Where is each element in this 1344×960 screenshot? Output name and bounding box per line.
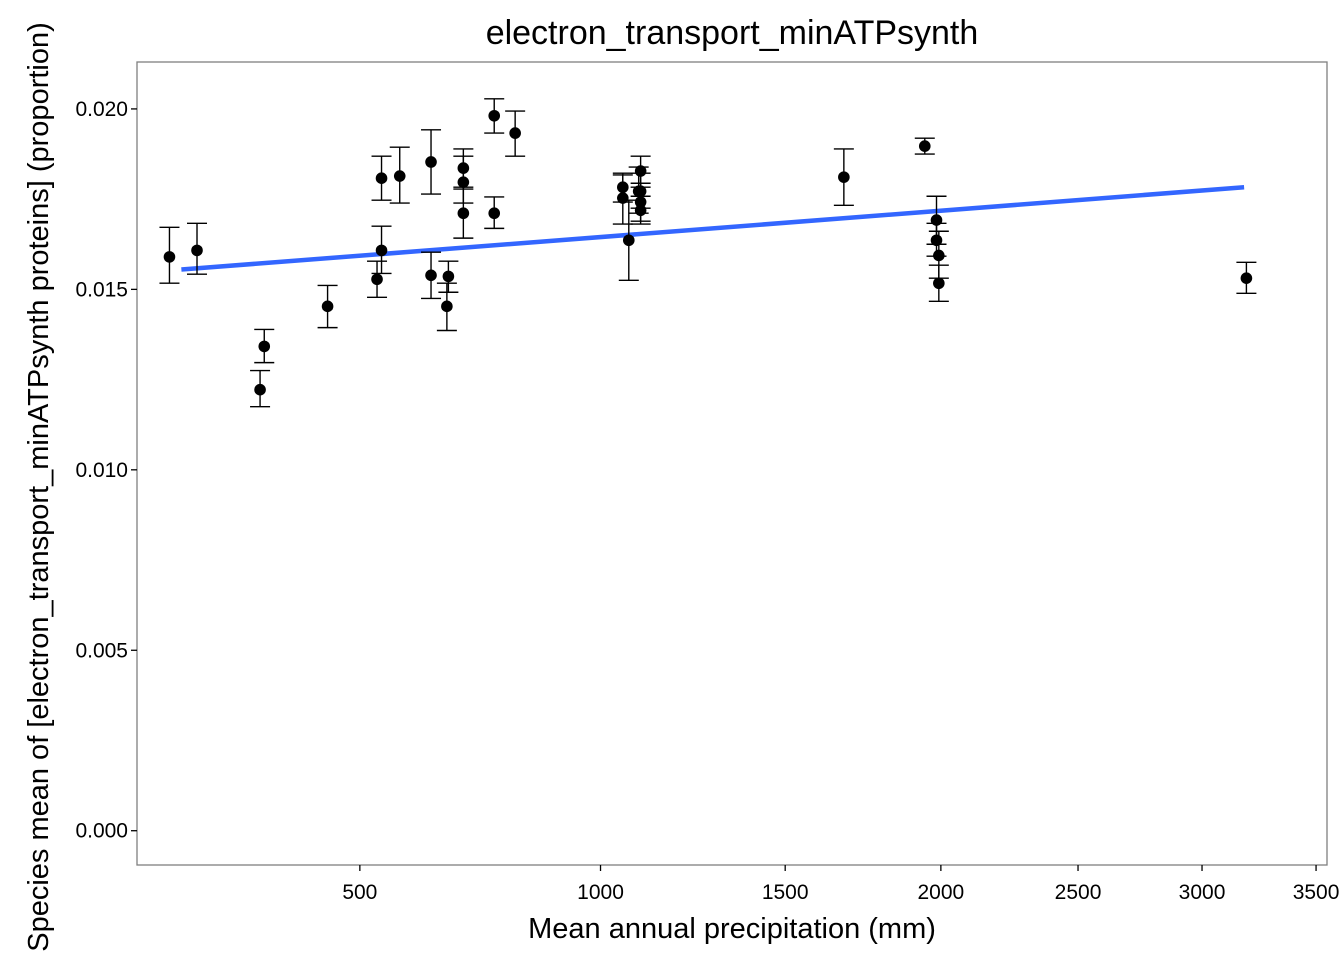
data-point — [321, 300, 334, 313]
data-point — [930, 234, 943, 247]
x-tick-label: 2500 — [1055, 881, 1102, 904]
data-point — [509, 127, 521, 139]
data-point — [1240, 272, 1253, 284]
data-point — [258, 340, 271, 353]
x-axis: 500 1000 1500 2000 2500 3000 3500 — [342, 865, 1339, 904]
data-point — [254, 383, 266, 396]
data-point — [617, 192, 629, 204]
data-points — [163, 109, 1253, 396]
data-point — [191, 244, 203, 257]
data-point — [622, 234, 635, 247]
y-tick-label: 0.005 — [75, 639, 128, 662]
y-tick-label: 0.015 — [75, 278, 128, 301]
x-tick-label: 2000 — [918, 881, 965, 904]
data-point — [634, 185, 647, 198]
data-point — [918, 140, 931, 152]
chart-title: electron_transport_minATPsynth — [486, 14, 979, 52]
y-axis-title: Species mean of [electron_transport_minA… — [23, 22, 55, 952]
plot-panel — [136, 61, 1328, 866]
x-tick-label: 3500 — [1293, 881, 1340, 904]
x-axis-title: Mean annual precipitation (mm) — [528, 913, 936, 945]
y-tick-label: 0.020 — [75, 98, 128, 121]
y-axis: 0.000 0.005 0.010 0.015 0.020 — [75, 98, 137, 843]
data-point — [442, 270, 455, 283]
data-point — [634, 204, 647, 217]
data-point — [930, 214, 943, 226]
data-point — [634, 196, 647, 208]
data-point — [838, 171, 850, 183]
data-point — [371, 273, 383, 286]
data-point — [457, 176, 470, 188]
data-point — [933, 249, 945, 262]
data-point — [933, 277, 945, 290]
data-point — [375, 172, 388, 185]
trend-line — [181, 184, 1245, 272]
y-tick-label: 0.010 — [75, 459, 128, 482]
data-point — [393, 170, 406, 182]
x-tick-label: 1000 — [577, 881, 624, 904]
data-point — [617, 181, 629, 194]
y-tick-label: 0.000 — [75, 820, 128, 843]
data-point — [634, 165, 647, 177]
x-tick-label: 3000 — [1179, 881, 1226, 904]
data-point — [457, 162, 470, 174]
data-point — [488, 109, 501, 122]
trend-line-layer — [181, 184, 1245, 272]
data-point — [441, 300, 453, 313]
data-point — [425, 156, 437, 168]
data-point — [488, 207, 501, 220]
data-point — [163, 251, 176, 263]
data-point — [375, 244, 388, 257]
data-point — [425, 269, 437, 282]
x-tick-label: 500 — [342, 881, 377, 904]
data-point — [457, 207, 470, 220]
x-tick-label: 1500 — [762, 881, 809, 904]
